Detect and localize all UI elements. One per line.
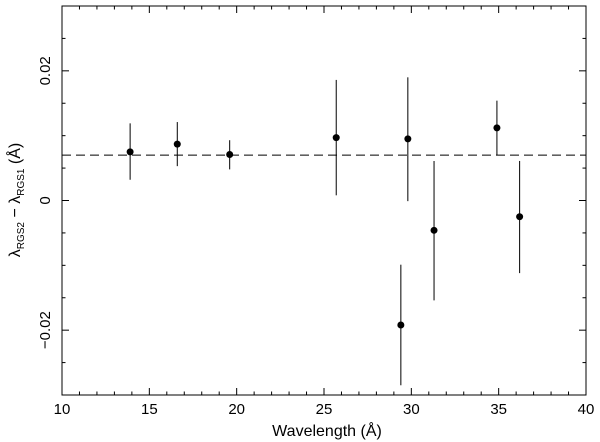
y-axis-title-unit: (Å) <box>5 143 24 169</box>
y-axis-title-minus: − <box>7 204 24 222</box>
point-marker <box>430 226 438 234</box>
data-point <box>397 264 405 386</box>
x-tick-label: 15 <box>141 401 158 418</box>
x-tick-labels: 10 15 20 25 30 35 40 <box>54 401 595 418</box>
data-point <box>332 79 340 196</box>
data-point <box>404 77 412 202</box>
data-point <box>493 100 501 156</box>
plot-frame <box>61 5 587 396</box>
y-axis-title-sub1: RGS2 <box>16 222 27 250</box>
data-point <box>430 160 438 301</box>
data-point <box>516 160 524 274</box>
x-tick-label: 25 <box>316 401 333 418</box>
y-axis-title: λRGS2 − λRGS1 (Å) <box>5 143 27 257</box>
point-marker <box>493 124 501 132</box>
x-axis-title: Wavelength (Å) <box>272 421 382 440</box>
y-tick-label: 0 <box>37 196 54 204</box>
data-point <box>226 140 234 170</box>
point-marker <box>404 135 412 143</box>
y-axis-title-sub2: RGS1 <box>16 168 27 196</box>
point-marker <box>173 140 181 148</box>
y-axis-title-lambda: λ <box>7 249 24 257</box>
data-point <box>173 122 181 167</box>
y-tick-label: −0.02 <box>37 311 54 349</box>
point-marker <box>126 148 134 156</box>
data-point <box>126 123 134 180</box>
x-tick-label: 40 <box>578 401 595 418</box>
y-axis-title-lambda2: λ <box>7 196 24 204</box>
x-tick-label: 10 <box>54 401 71 418</box>
point-marker <box>226 150 234 158</box>
x-tick-label: 30 <box>403 401 420 418</box>
ticks-layer <box>61 5 587 396</box>
point-marker <box>397 321 405 329</box>
data-points-layer <box>126 77 524 386</box>
y-tick-labels: −0.02 0 0.02 <box>37 56 54 349</box>
y-tick-label: 0.02 <box>37 56 54 85</box>
point-marker <box>332 134 340 142</box>
x-tick-label: 35 <box>490 401 507 418</box>
x-tick-label: 20 <box>228 401 245 418</box>
point-marker <box>516 213 524 221</box>
